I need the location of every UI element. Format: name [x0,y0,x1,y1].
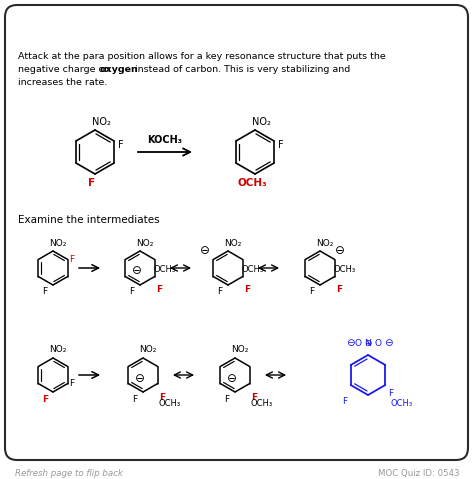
Text: F: F [89,178,96,188]
Text: NO₂: NO₂ [49,239,67,248]
Text: F: F [218,287,223,297]
Text: F: F [388,388,393,398]
FancyBboxPatch shape [5,5,468,460]
Text: ⊖: ⊖ [335,243,345,256]
Text: Refresh page to flip back: Refresh page to flip back [15,469,123,478]
Text: OCH₃: OCH₃ [334,264,356,274]
Text: F: F [278,140,284,150]
Text: O: O [374,339,382,347]
Text: F: F [118,140,124,150]
Text: ⊖: ⊖ [135,372,145,385]
Text: F: F [336,285,342,295]
Text: ⊖: ⊖ [200,243,210,256]
Text: ⊖: ⊖ [346,338,355,348]
Text: NO₂: NO₂ [316,239,334,248]
Text: ⊖: ⊖ [132,264,142,277]
Text: F: F [310,287,315,297]
Text: MOC Quiz ID: 0543: MOC Quiz ID: 0543 [378,469,460,478]
Text: F: F [342,397,347,406]
Text: negative charge on: negative charge on [18,65,113,74]
Text: NO₂: NO₂ [137,239,154,248]
Text: OCH₃: OCH₃ [242,264,264,274]
Text: NO₂: NO₂ [252,117,271,127]
Text: F: F [43,287,47,297]
Text: KOCH₃: KOCH₃ [147,135,182,145]
Text: increases the rate.: increases the rate. [18,78,108,87]
Text: OCH₃: OCH₃ [237,178,267,188]
Text: OCH₃: OCH₃ [251,399,273,408]
Text: F: F [156,285,162,295]
Text: F: F [129,287,135,297]
Text: F: F [251,392,257,401]
Text: OCH₃: OCH₃ [391,399,413,408]
Text: ⊖: ⊖ [227,372,237,385]
Text: NO₂: NO₂ [91,117,110,127]
Text: F: F [69,255,74,264]
Text: F: F [244,285,250,295]
Text: OCH₃: OCH₃ [159,399,181,408]
Text: ⊖: ⊖ [383,338,392,348]
Text: Attack at the para position allows for a key resonance structure that puts the: Attack at the para position allows for a… [18,52,386,61]
Text: F: F [69,378,74,388]
Text: NO₂: NO₂ [49,345,67,354]
Text: NO₂: NO₂ [139,345,157,354]
Text: Examine the intermediates: Examine the intermediates [18,215,160,225]
Text: oxygen: oxygen [100,65,139,74]
Text: ⊕: ⊕ [364,339,372,347]
Text: F: F [132,395,137,403]
Text: NO₂: NO₂ [224,239,242,248]
Text: F: F [159,392,165,401]
Text: NO₂: NO₂ [231,345,249,354]
Text: O: O [355,339,362,347]
Text: F: F [224,395,229,403]
Text: instead of carbon. This is very stabilizing and: instead of carbon. This is very stabiliz… [132,65,350,74]
Text: F: F [42,395,48,403]
Text: OCH₃: OCH₃ [154,264,176,274]
Text: N: N [365,339,371,347]
